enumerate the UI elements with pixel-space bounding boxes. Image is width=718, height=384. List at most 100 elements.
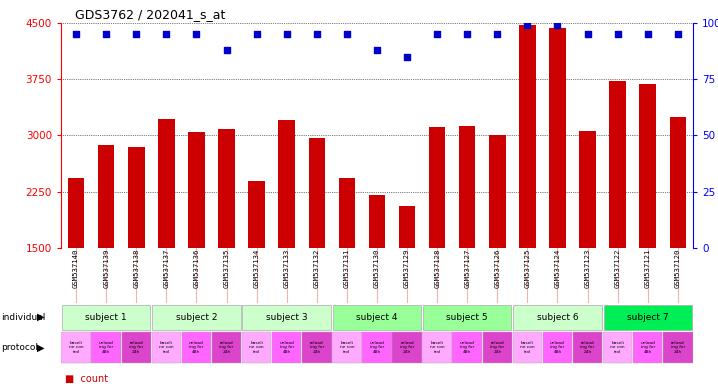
Text: reload
ing for
24h: reload ing for 24h <box>671 341 685 354</box>
Bar <box>182 332 211 363</box>
Text: GSM537120: GSM537120 <box>675 249 681 288</box>
Point <box>401 54 413 60</box>
Text: protocol: protocol <box>1 343 38 352</box>
Bar <box>218 129 235 248</box>
Text: reload
ing for
24h: reload ing for 24h <box>490 341 505 354</box>
Bar <box>573 332 602 363</box>
Text: ■  count: ■ count <box>65 374 108 384</box>
Bar <box>489 136 505 248</box>
Bar <box>61 332 90 363</box>
Text: reload
ing for
24h: reload ing for 24h <box>309 341 324 354</box>
Text: GSM537139: GSM537139 <box>103 249 109 288</box>
Text: baseli
ne con
trol: baseli ne con trol <box>430 341 444 354</box>
Bar <box>603 332 633 363</box>
Bar <box>452 332 482 363</box>
Text: GSM537132: GSM537132 <box>314 249 320 288</box>
Bar <box>513 332 542 363</box>
Bar <box>212 332 241 363</box>
Bar <box>368 195 386 248</box>
Text: baseli
ne con
trol: baseli ne con trol <box>69 341 83 354</box>
Bar <box>279 120 295 248</box>
Text: GSM537137: GSM537137 <box>163 249 169 288</box>
Text: unload
ing for
48h: unload ing for 48h <box>189 341 204 354</box>
Bar <box>398 206 415 248</box>
Bar <box>309 138 325 248</box>
Point <box>371 47 383 53</box>
Bar <box>91 332 121 363</box>
Text: GSM537124: GSM537124 <box>554 249 561 288</box>
Text: GSM537134: GSM537134 <box>253 249 260 288</box>
Bar <box>98 145 114 248</box>
Text: GSM537122: GSM537122 <box>615 249 620 288</box>
Bar <box>362 332 392 363</box>
Bar <box>513 305 602 329</box>
Text: unload
ing for
48h: unload ing for 48h <box>279 341 294 354</box>
Bar <box>670 117 686 248</box>
Bar <box>429 127 445 248</box>
Point <box>612 31 623 37</box>
Text: GSM537129: GSM537129 <box>404 249 410 288</box>
Point <box>432 31 443 37</box>
Text: GSM537125: GSM537125 <box>524 249 531 288</box>
Point <box>492 31 503 37</box>
Text: GSM537130: GSM537130 <box>374 249 380 288</box>
Point <box>220 47 232 53</box>
Text: unload
ing for
48h: unload ing for 48h <box>98 341 113 354</box>
Point <box>131 31 142 37</box>
Text: GSM537126: GSM537126 <box>494 249 500 288</box>
Text: baseli
ne con
trol: baseli ne con trol <box>610 341 625 354</box>
Bar <box>158 119 174 248</box>
Bar <box>610 81 626 248</box>
Text: GDS3762 / 202041_s_at: GDS3762 / 202041_s_at <box>75 8 225 21</box>
Point <box>101 31 112 37</box>
Bar <box>242 332 271 363</box>
Bar <box>332 332 362 363</box>
Bar <box>339 178 355 248</box>
Point <box>281 31 292 37</box>
Bar <box>128 147 144 248</box>
Text: subject 5: subject 5 <box>447 313 488 322</box>
Point <box>311 31 322 37</box>
Text: GSM537133: GSM537133 <box>284 249 289 288</box>
Text: subject 4: subject 4 <box>356 313 398 322</box>
Point <box>551 22 563 28</box>
Text: baseli
ne con
trol: baseli ne con trol <box>249 341 264 354</box>
Text: subject 2: subject 2 <box>176 313 217 322</box>
Point <box>70 31 82 37</box>
Bar <box>332 305 421 329</box>
Bar <box>640 84 656 248</box>
Text: subject 6: subject 6 <box>536 313 578 322</box>
Bar <box>67 178 84 248</box>
Bar <box>459 126 475 248</box>
Point <box>251 31 262 37</box>
Bar <box>579 131 596 248</box>
Text: GSM537140: GSM537140 <box>73 249 79 288</box>
Point <box>191 31 202 37</box>
Text: unload
ing for
48h: unload ing for 48h <box>460 341 475 354</box>
Text: individual: individual <box>1 313 45 322</box>
Point <box>522 22 533 28</box>
Text: GSM537127: GSM537127 <box>465 249 470 288</box>
Bar <box>62 305 150 329</box>
Text: GSM537138: GSM537138 <box>134 249 139 288</box>
Bar <box>121 332 151 363</box>
Point <box>462 31 473 37</box>
Bar <box>519 25 536 248</box>
Bar <box>549 28 566 248</box>
Bar <box>422 332 452 363</box>
Text: reload
ing for
24h: reload ing for 24h <box>580 341 595 354</box>
Text: GSM537136: GSM537136 <box>193 249 200 288</box>
Text: reload
ing for
24h: reload ing for 24h <box>400 341 414 354</box>
Bar <box>633 332 663 363</box>
Text: unload
ing for
48h: unload ing for 48h <box>370 341 384 354</box>
Bar <box>243 305 331 329</box>
Bar <box>482 332 512 363</box>
Bar <box>302 332 332 363</box>
Point <box>161 31 172 37</box>
Text: baseli
ne con
trol: baseli ne con trol <box>520 341 535 354</box>
Text: unload
ing for
48h: unload ing for 48h <box>550 341 565 354</box>
Bar <box>152 305 241 329</box>
Text: baseli
ne con
trol: baseli ne con trol <box>340 341 354 354</box>
Bar <box>543 332 572 363</box>
Bar <box>188 132 205 248</box>
